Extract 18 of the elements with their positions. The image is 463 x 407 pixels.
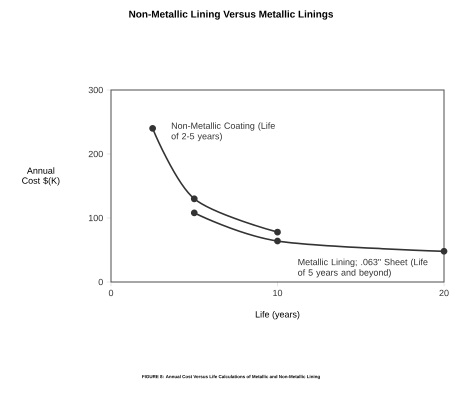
series-label: Metallic Lining; .063" Sheet (Life of 5 years and beyond): [298, 258, 428, 278]
y-tick-label: 100: [88, 214, 103, 222]
point: [274, 228, 281, 236]
y-tick-label: 0: [98, 278, 103, 286]
chart-title: Non-Metallic Lining Versus Metallic Linings: [129, 10, 334, 20]
x-axis-title: Life (years): [256, 310, 300, 320]
point: [190, 195, 198, 202]
series-label: Non-Metallic Coating (Life of 2-5 years): [172, 122, 275, 142]
point: [149, 125, 156, 132]
point: [190, 209, 198, 216]
x-tick-label: 20: [439, 290, 449, 296]
point: [274, 238, 281, 244]
y-tick-label: 200: [88, 150, 103, 158]
x-tick-label: 10: [273, 290, 282, 296]
point: [440, 248, 448, 255]
x-tick-label: 0: [108, 290, 114, 296]
y-tick-label: 300: [88, 86, 103, 94]
y-axis-title: Annual Cost $(K): [22, 167, 60, 186]
